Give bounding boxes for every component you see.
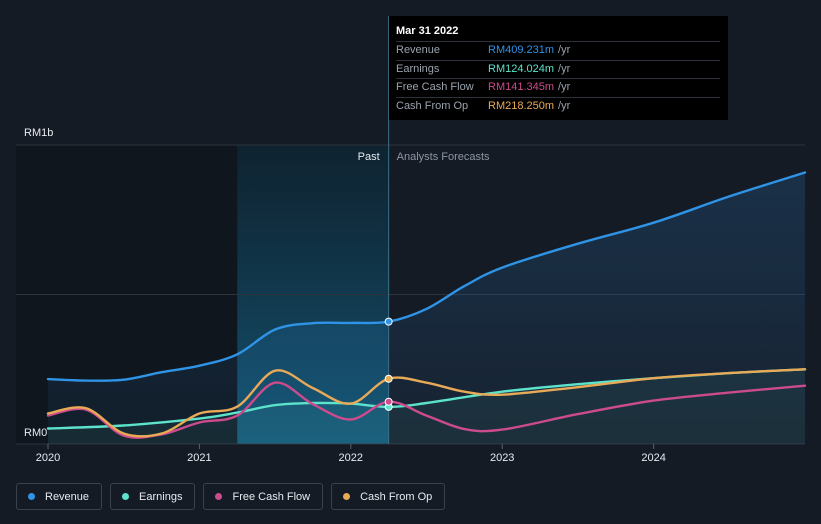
legend-item-earnings[interactable]: Earnings — [110, 483, 196, 510]
legend-dot-icon — [28, 493, 35, 500]
legend-label: Earnings — [139, 490, 183, 503]
tooltip-row-unit: /yr — [558, 62, 571, 75]
tooltip-row-unit: /yr — [558, 99, 571, 112]
x-tick-label: 2022 — [339, 452, 363, 464]
earnings-area — [48, 369, 805, 444]
tooltip-row-value: RM141.345m — [488, 81, 555, 93]
cash-from-op-marker — [384, 374, 393, 383]
tooltip-row-unit: /yr — [558, 81, 571, 93]
legend-dot-icon — [343, 493, 351, 500]
forecast-label: Analysts Forecasts — [397, 151, 490, 163]
cash-from-op-line — [46, 368, 807, 438]
hover-markers — [384, 317, 393, 411]
y-tick-label-bottom: RM0 — [24, 427, 47, 439]
tooltip-row: Revenue RM409.231m/yr — [396, 41, 720, 60]
past-label: Past — [358, 151, 380, 163]
legend-dot-icon — [122, 493, 130, 500]
legend: Revenue Earnings Free Cash Flow Cash From O… — [16, 483, 453, 510]
series-areas — [48, 172, 805, 444]
x-axis-ticks: 2020 2021 2022 2023 2024 — [36, 444, 666, 464]
series-lines — [46, 171, 807, 439]
legend-dot-icon — [215, 493, 223, 500]
tooltip-row: Earnings RM124.024m/yr — [396, 59, 720, 79]
tooltip-row: Cash From Op RM218.250m/yr — [396, 96, 720, 116]
tooltip-row-label: Revenue — [396, 44, 441, 56]
tooltip-date: Mar 31 2022 — [396, 25, 459, 37]
tooltip-row-value: RM218.250m — [488, 99, 555, 112]
tooltip-row-value: RM124.024m — [488, 62, 555, 75]
tooltip-row-label: Cash From Op — [396, 99, 469, 112]
x-tick-label: 2024 — [641, 452, 665, 464]
legend-label: Cash From Op — [360, 490, 433, 503]
free-cash-flow-marker — [384, 397, 393, 406]
legend-label: Revenue — [45, 490, 90, 503]
tooltip-row-label: Free Cash Flow — [396, 81, 474, 93]
legend-item-free-cash-flow[interactable]: Free Cash Flow — [203, 483, 324, 510]
revenue-marker — [384, 317, 393, 326]
legend-item-cash-from-op[interactable]: Cash From Op — [331, 483, 446, 510]
legend-label: Free Cash Flow — [232, 490, 311, 503]
tooltip-row-value: RM409.231m — [488, 44, 555, 56]
x-tick-label: 2020 — [36, 452, 60, 464]
tooltip-rows: Revenue RM409.231m/yr Earnings RM124.024m/y… — [396, 41, 720, 115]
tooltip-row-unit: /yr — [558, 44, 571, 56]
revenue-area — [48, 172, 805, 444]
y-tick-label-top: RM1b — [24, 127, 53, 139]
tooltip-row-label: Earnings — [396, 62, 440, 75]
x-tick-label: 2021 — [187, 452, 211, 464]
x-tick-label: 2023 — [490, 452, 514, 464]
tooltip-row: Free Cash Flow RM141.345m/yr — [396, 78, 720, 97]
tooltip: Mar 31 2022 Revenue RM409.231m/yr Earnings… — [389, 16, 728, 120]
legend-item-revenue[interactable]: Revenue — [16, 483, 103, 510]
revenue-line — [46, 171, 807, 382]
